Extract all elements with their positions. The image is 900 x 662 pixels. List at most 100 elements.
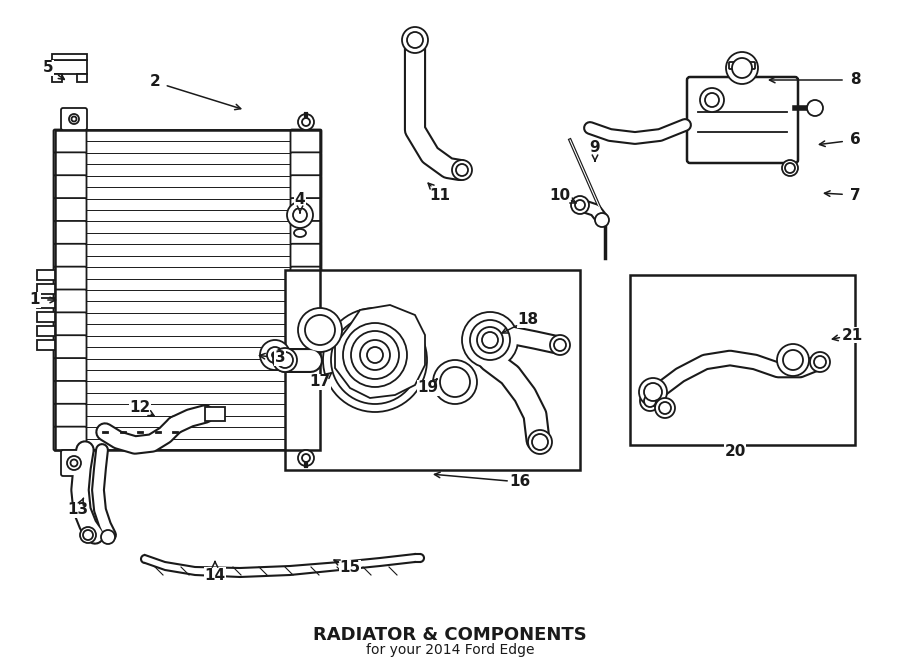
- FancyBboxPatch shape: [291, 130, 321, 154]
- FancyBboxPatch shape: [53, 358, 86, 382]
- Text: 5: 5: [42, 60, 53, 75]
- Bar: [37, 270, 55, 280]
- Text: for your 2014 Ford Edge: for your 2014 Ford Edge: [365, 643, 535, 657]
- FancyBboxPatch shape: [53, 130, 86, 154]
- FancyBboxPatch shape: [291, 381, 321, 404]
- Circle shape: [440, 367, 470, 397]
- FancyBboxPatch shape: [53, 175, 86, 199]
- Text: 17: 17: [310, 375, 330, 389]
- Circle shape: [644, 383, 662, 401]
- Text: 18: 18: [518, 312, 538, 328]
- Text: 13: 13: [68, 502, 88, 518]
- Circle shape: [726, 52, 758, 84]
- Ellipse shape: [71, 117, 76, 122]
- FancyBboxPatch shape: [53, 198, 86, 222]
- Circle shape: [810, 352, 830, 372]
- Circle shape: [644, 395, 656, 407]
- Circle shape: [452, 160, 472, 180]
- Circle shape: [777, 344, 809, 376]
- Text: RADIATOR & COMPONENTS: RADIATOR & COMPONENTS: [313, 626, 587, 644]
- FancyBboxPatch shape: [53, 221, 86, 245]
- Circle shape: [462, 312, 518, 368]
- Bar: [52, 74, 62, 82]
- Circle shape: [433, 360, 477, 404]
- Bar: [37, 326, 55, 336]
- Text: 3: 3: [274, 350, 285, 365]
- Circle shape: [277, 352, 293, 368]
- FancyBboxPatch shape: [53, 381, 86, 404]
- Bar: [37, 312, 55, 322]
- Circle shape: [814, 356, 826, 368]
- FancyBboxPatch shape: [729, 62, 755, 69]
- Text: 8: 8: [850, 73, 860, 87]
- Circle shape: [705, 93, 719, 107]
- Circle shape: [363, 348, 387, 372]
- Circle shape: [273, 348, 297, 372]
- Circle shape: [260, 340, 290, 370]
- Bar: [205, 407, 225, 421]
- FancyBboxPatch shape: [53, 267, 86, 291]
- FancyBboxPatch shape: [291, 244, 321, 267]
- Text: 1: 1: [30, 293, 40, 308]
- Circle shape: [659, 402, 671, 414]
- Text: 12: 12: [130, 401, 150, 416]
- Circle shape: [367, 347, 383, 363]
- Text: 21: 21: [842, 328, 862, 342]
- Circle shape: [298, 308, 342, 352]
- Circle shape: [298, 114, 314, 130]
- Bar: [285, 270, 580, 470]
- Circle shape: [571, 196, 589, 214]
- Circle shape: [287, 202, 313, 228]
- FancyBboxPatch shape: [291, 335, 321, 359]
- Circle shape: [655, 398, 675, 418]
- Circle shape: [312, 322, 328, 338]
- FancyBboxPatch shape: [53, 426, 86, 451]
- Circle shape: [575, 200, 585, 210]
- FancyBboxPatch shape: [53, 152, 86, 176]
- Ellipse shape: [294, 229, 306, 237]
- FancyBboxPatch shape: [291, 289, 321, 313]
- Bar: [37, 298, 55, 308]
- FancyBboxPatch shape: [291, 358, 321, 382]
- Text: 14: 14: [204, 567, 226, 583]
- Bar: [52, 54, 87, 60]
- Circle shape: [700, 88, 724, 112]
- Text: 7: 7: [850, 187, 860, 203]
- Bar: [55, 130, 320, 450]
- Circle shape: [331, 316, 419, 404]
- Circle shape: [302, 118, 310, 126]
- FancyBboxPatch shape: [291, 175, 321, 199]
- Circle shape: [267, 347, 283, 363]
- Circle shape: [360, 340, 390, 370]
- Circle shape: [732, 58, 752, 78]
- Bar: [85, 130, 292, 450]
- Circle shape: [101, 530, 115, 544]
- FancyBboxPatch shape: [291, 152, 321, 176]
- Circle shape: [532, 434, 548, 450]
- Circle shape: [80, 527, 96, 543]
- Circle shape: [807, 100, 823, 116]
- Text: 4: 4: [294, 193, 305, 207]
- Circle shape: [302, 454, 310, 462]
- Text: 15: 15: [339, 561, 361, 575]
- Circle shape: [407, 32, 423, 48]
- FancyBboxPatch shape: [53, 312, 86, 336]
- Circle shape: [470, 320, 510, 360]
- Bar: [37, 284, 55, 294]
- FancyBboxPatch shape: [291, 404, 321, 428]
- Circle shape: [785, 163, 795, 173]
- Ellipse shape: [67, 456, 81, 470]
- FancyBboxPatch shape: [53, 289, 86, 313]
- Circle shape: [550, 335, 570, 355]
- Circle shape: [528, 430, 552, 454]
- Text: 9: 9: [590, 140, 600, 156]
- Circle shape: [323, 308, 427, 412]
- Circle shape: [402, 27, 428, 53]
- FancyBboxPatch shape: [53, 404, 86, 428]
- FancyBboxPatch shape: [291, 426, 321, 451]
- Ellipse shape: [70, 459, 77, 467]
- Circle shape: [446, 373, 464, 391]
- Text: 10: 10: [549, 187, 571, 203]
- Circle shape: [83, 530, 93, 540]
- Circle shape: [554, 339, 566, 351]
